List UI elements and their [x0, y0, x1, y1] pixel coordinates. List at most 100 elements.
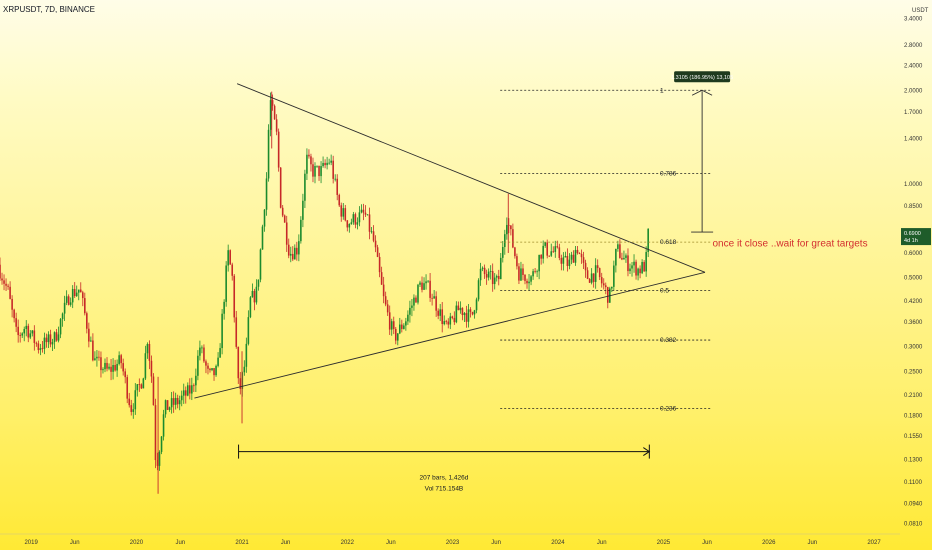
candle-body: [574, 249, 577, 263]
candle-body: [59, 319, 62, 335]
candle-body: [409, 307, 411, 315]
candle-body: [584, 262, 587, 271]
candle-body: [9, 286, 11, 299]
candle-body: [209, 368, 211, 371]
candle-body: [645, 251, 647, 272]
candle-body: [33, 330, 36, 343]
candle-body: [124, 371, 126, 378]
candle-body: [132, 409, 135, 412]
price-tick-label: 0.1800: [904, 414, 923, 420]
price-tick-label: 0.0940: [904, 501, 923, 507]
candle-body: [596, 265, 599, 269]
candle-body: [604, 285, 607, 288]
candle-body: [84, 298, 86, 314]
candle-body: [413, 297, 415, 306]
candle-body: [142, 378, 145, 389]
candle-body: [225, 265, 227, 302]
candle-body: [13, 309, 15, 319]
candle-body: [461, 307, 464, 316]
candle-body: [86, 313, 88, 329]
candle-body: [69, 302, 72, 305]
candle-body: [552, 251, 555, 253]
candle-body: [73, 289, 76, 297]
candle-body: [285, 222, 288, 245]
candle-body: [532, 271, 534, 277]
candle-body: [629, 268, 631, 272]
candle-body: [283, 215, 286, 223]
candle-body: [29, 333, 32, 338]
candle-body: [160, 436, 163, 452]
candle-body: [51, 342, 54, 345]
price-tick-label: 0.8500: [904, 204, 923, 210]
candle-body: [312, 164, 314, 177]
time-tick-label: Jun: [702, 540, 712, 546]
candle-body: [615, 248, 617, 266]
candle-body: [231, 264, 234, 276]
candle-body: [534, 271, 536, 272]
candle-body: [201, 347, 203, 349]
candle-body: [247, 317, 250, 344]
fib-level-label: 0.786: [660, 171, 677, 178]
candle-body: [150, 360, 153, 377]
candle-body: [45, 337, 48, 343]
candle-body: [362, 209, 365, 213]
candle-body: [164, 400, 167, 415]
candle-body: [526, 280, 528, 284]
candle-body: [90, 340, 92, 342]
candle-body: [497, 275, 500, 280]
price-tick-label: 0.3000: [904, 345, 923, 351]
candle-body: [253, 290, 256, 303]
candle-body: [376, 247, 379, 257]
candle-body: [304, 173, 306, 201]
last-price-countdown: 4d 1h: [904, 238, 918, 244]
candle-body: [419, 282, 421, 285]
measure-label-bars: 207 bars, 1,426d: [420, 475, 469, 482]
time-axis[interactable]: 2019 Jun 2020 Jun 2021 Jun 2022 Jun 2023 Jun 2024 J…: [0, 533, 900, 546]
candle-body: [384, 296, 387, 305]
candle-body: [184, 390, 187, 396]
candle-body: [639, 268, 641, 274]
price-axis[interactable]: 3.4000 2.8000 2.4000 2.0000 1.7000 1.4000 1.00…: [901, 17, 931, 528]
candle-body: [576, 249, 579, 254]
candle-body: [635, 261, 637, 276]
candle-body: [483, 267, 486, 275]
candle-body: [41, 348, 44, 350]
candle-body: [180, 395, 183, 401]
price-tick-label: 2.0000: [904, 88, 923, 94]
candle-body: [536, 271, 538, 273]
candle-body: [47, 334, 50, 343]
candle-body: [380, 272, 383, 285]
candle-body: [425, 281, 427, 284]
candle-body: [471, 311, 474, 315]
candle-body: [138, 384, 141, 385]
candle-body: [415, 297, 417, 303]
candle-body: [459, 307, 462, 311]
candle-body: [162, 414, 165, 437]
candle-body: [134, 390, 137, 410]
candle-body: [300, 219, 302, 242]
candle-body: [566, 255, 569, 266]
candle-body: [215, 365, 217, 376]
candle-body: [504, 234, 506, 248]
candle-body: [104, 362, 106, 370]
candle-body: [346, 220, 349, 228]
candle-body: [401, 324, 403, 329]
candle-body: [451, 316, 454, 318]
candle-body: [338, 194, 341, 206]
candle-body: [310, 156, 312, 165]
candle-body: [23, 328, 26, 334]
time-tick-label: 2024: [551, 540, 565, 546]
candle-body: [637, 268, 639, 276]
candle-body: [491, 271, 494, 285]
candle-body: [207, 365, 209, 369]
candle-body: [320, 166, 322, 177]
candle-body: [211, 368, 213, 371]
candle-body: [178, 400, 181, 405]
candle-body: [479, 268, 482, 281]
candle-body: [417, 284, 419, 303]
candle-body: [186, 385, 189, 396]
candle-body: [39, 348, 42, 351]
candle-body: [429, 280, 431, 298]
candle-body: [110, 366, 112, 372]
